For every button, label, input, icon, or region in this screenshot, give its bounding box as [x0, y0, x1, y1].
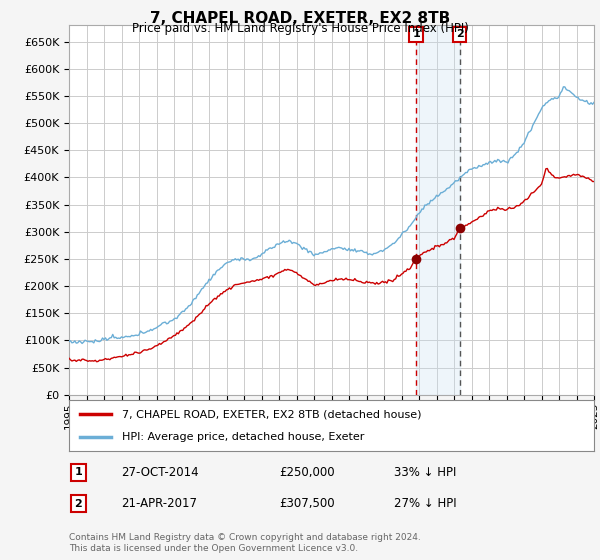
Text: HPI: Average price, detached house, Exeter: HPI: Average price, detached house, Exet… — [121, 432, 364, 442]
Text: 1: 1 — [412, 30, 420, 39]
Text: 21-APR-2017: 21-APR-2017 — [121, 497, 197, 510]
Text: 1: 1 — [74, 468, 82, 478]
Text: £307,500: £307,500 — [279, 497, 335, 510]
Text: 7, CHAPEL ROAD, EXETER, EX2 8TB (detached house): 7, CHAPEL ROAD, EXETER, EX2 8TB (detache… — [121, 409, 421, 419]
Text: £250,000: £250,000 — [279, 466, 335, 479]
Text: 2: 2 — [456, 30, 464, 39]
Text: 27% ↓ HPI: 27% ↓ HPI — [395, 497, 457, 510]
Text: 2: 2 — [74, 499, 82, 508]
Text: 27-OCT-2014: 27-OCT-2014 — [121, 466, 199, 479]
Text: 33% ↓ HPI: 33% ↓ HPI — [395, 466, 457, 479]
Text: Contains HM Land Registry data © Crown copyright and database right 2024.
This d: Contains HM Land Registry data © Crown c… — [69, 533, 421, 553]
Text: Price paid vs. HM Land Registry's House Price Index (HPI): Price paid vs. HM Land Registry's House … — [131, 22, 469, 35]
Text: 7, CHAPEL ROAD, EXETER, EX2 8TB: 7, CHAPEL ROAD, EXETER, EX2 8TB — [150, 11, 450, 26]
Bar — [416, 25, 460, 395]
